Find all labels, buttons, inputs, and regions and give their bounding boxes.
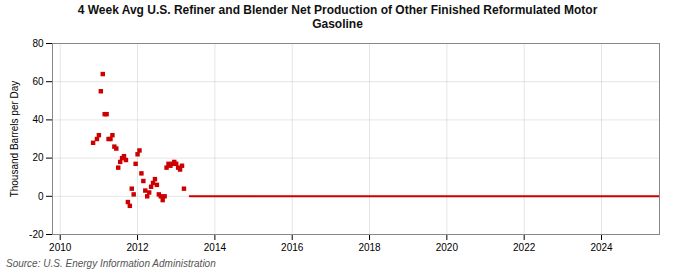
- svg-text:Thousand Barrels per Day: Thousand Barrels per Day: [9, 81, 20, 198]
- svg-text:60: 60: [32, 76, 44, 87]
- svg-text:2024: 2024: [590, 242, 613, 253]
- svg-text:20: 20: [32, 152, 44, 163]
- svg-text:2016: 2016: [281, 242, 304, 253]
- svg-text:0: 0: [38, 191, 44, 202]
- svg-text:-20: -20: [29, 229, 44, 240]
- html-text:4 Week Avg U.S. Refiner and Bl: 4 Week Avg U.S. Refiner and Blender Net …: [77, 3, 598, 31]
- svg-text:2012: 2012: [126, 242, 149, 253]
- svg-text:2018: 2018: [358, 242, 381, 253]
- html-text:Source: U.S. Energy Informatio: Source: U.S. Energy Information Administ…: [6, 258, 216, 269]
- svg-text:2022: 2022: [513, 242, 536, 253]
- svg-text:2010: 2010: [49, 242, 72, 253]
- svg-text:40: 40: [32, 114, 44, 125]
- svg-text:2020: 2020: [436, 242, 459, 253]
- svg-text:2014: 2014: [204, 242, 227, 253]
- svg-text:80: 80: [32, 38, 44, 49]
